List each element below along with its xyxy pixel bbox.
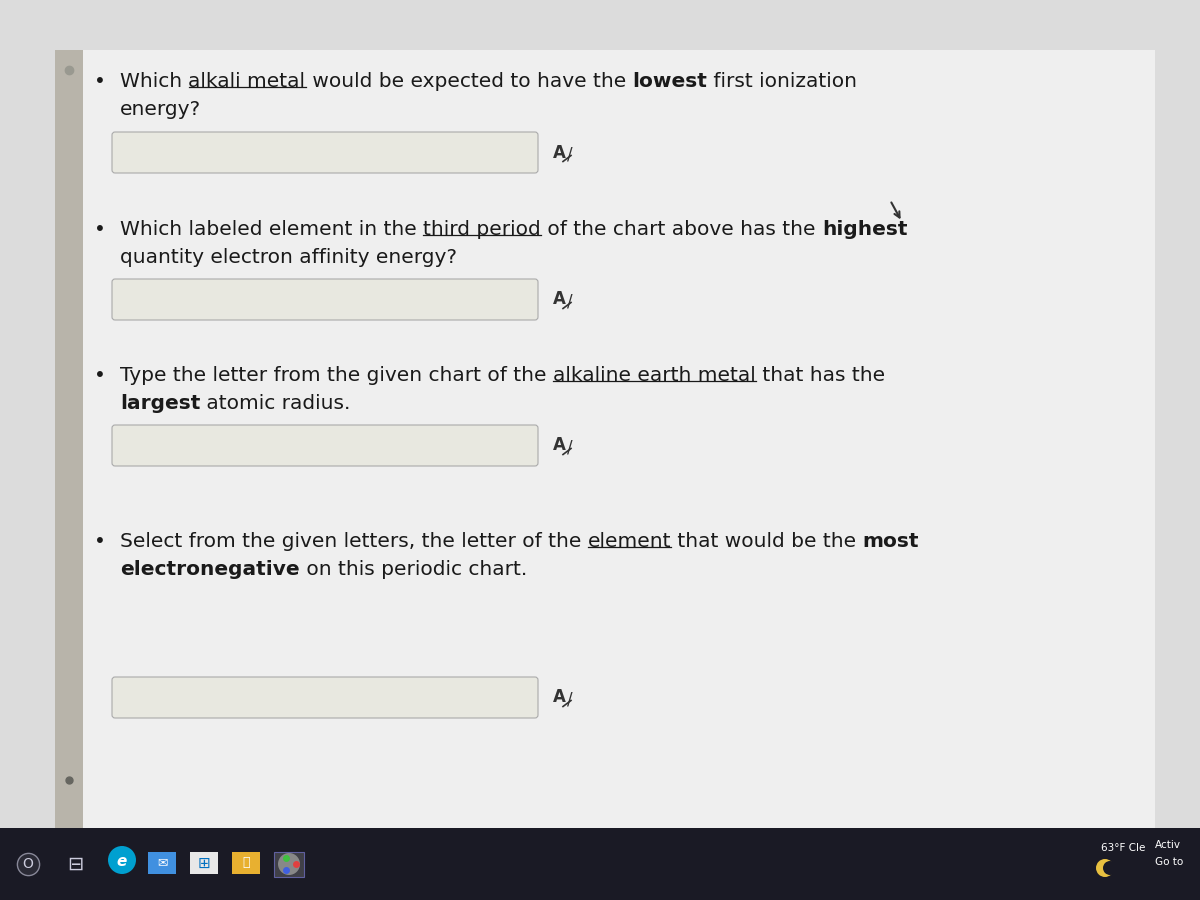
Text: Which: Which: [120, 72, 188, 91]
Text: on this periodic chart.: on this periodic chart.: [300, 560, 527, 579]
Text: largest: largest: [120, 394, 200, 413]
Text: Type the letter from the given chart of the: Type the letter from the given chart of …: [120, 366, 553, 385]
FancyBboxPatch shape: [112, 677, 538, 718]
Bar: [0, 828, 1200, 900]
Text: A: A: [553, 436, 566, 454]
Text: most: most: [863, 532, 919, 551]
Text: ✉: ✉: [157, 857, 167, 869]
Text: A: A: [553, 688, 566, 706]
Text: A: A: [553, 291, 566, 309]
Text: Activ: Activ: [1154, 840, 1181, 850]
FancyBboxPatch shape: [112, 279, 538, 320]
Text: ⊞: ⊞: [198, 856, 210, 870]
Text: alkaline earth metal: alkaline earth metal: [553, 366, 756, 385]
Text: would be expected to have the: would be expected to have the: [306, 72, 632, 91]
Text: /: /: [568, 438, 572, 456]
Text: that would be the: that would be the: [671, 532, 863, 551]
Text: /: /: [568, 146, 572, 164]
Text: of the chart above has the: of the chart above has the: [541, 220, 822, 239]
Text: 63°F Cle: 63°F Cle: [1100, 843, 1145, 853]
Bar: [55, 50, 1154, 840]
Text: O: O: [23, 857, 34, 871]
Text: energy?: energy?: [120, 100, 202, 119]
Text: quantity electron affinity energy?: quantity electron affinity energy?: [120, 248, 457, 267]
Text: that has the: that has the: [756, 366, 884, 385]
Text: /: /: [568, 292, 572, 310]
Bar: [232, 852, 260, 874]
Text: alkali metal: alkali metal: [188, 72, 306, 91]
Circle shape: [1096, 859, 1114, 877]
Text: •: •: [94, 532, 106, 551]
Bar: [190, 852, 218, 874]
Text: third period: third period: [424, 220, 541, 239]
Text: Which labeled element in the: Which labeled element in the: [120, 220, 424, 239]
Text: element: element: [588, 532, 671, 551]
Text: Select from the given letters, the letter of the: Select from the given letters, the lette…: [120, 532, 588, 551]
Text: atomic radius.: atomic radius.: [200, 394, 350, 413]
FancyBboxPatch shape: [112, 425, 538, 466]
Bar: [55, 50, 83, 840]
Text: first ionization: first ionization: [707, 72, 857, 91]
Text: /: /: [568, 690, 572, 708]
Text: ⊟: ⊟: [67, 854, 83, 874]
Text: A: A: [553, 143, 566, 161]
Circle shape: [108, 846, 136, 874]
Text: electronegative: electronegative: [120, 560, 300, 579]
Text: •: •: [94, 72, 106, 91]
Text: e: e: [116, 854, 127, 869]
Text: lowest: lowest: [632, 72, 707, 91]
Text: •: •: [94, 366, 106, 385]
Bar: [274, 852, 304, 877]
Circle shape: [1103, 861, 1117, 875]
FancyBboxPatch shape: [112, 132, 538, 173]
Text: Go to: Go to: [1154, 857, 1183, 867]
Text: highest: highest: [822, 220, 907, 239]
Circle shape: [278, 853, 300, 875]
Bar: [148, 852, 176, 874]
Text: 📁: 📁: [242, 857, 250, 869]
Text: •: •: [94, 220, 106, 239]
